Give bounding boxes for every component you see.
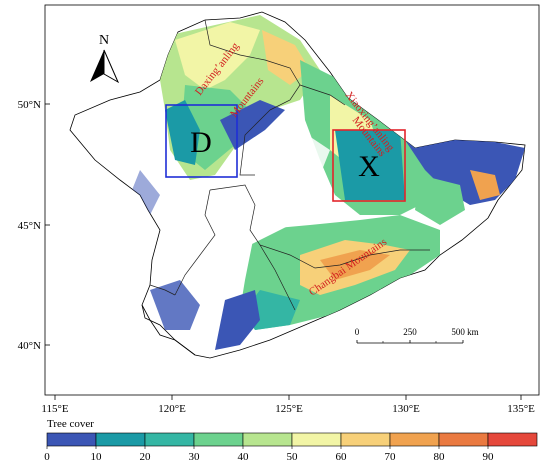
legend-swatch (389, 432, 440, 447)
legend-tick-label: 30 (189, 451, 201, 463)
lon-label-125: 125°E (275, 403, 303, 415)
legend-color-bar (46, 432, 538, 447)
lon-label-115: 115°E (41, 403, 68, 415)
lat-label-45: 45°N (18, 220, 41, 232)
north-arrow-left-icon (90, 50, 104, 82)
tree-cover-legend: Tree cover 0 10 20 30 40 50 60 70 80 90 (44, 418, 538, 463)
legend-title: Tree cover (47, 418, 94, 430)
legend-tick-label: 50 (287, 451, 299, 463)
legend-ticks: 0 10 20 30 40 50 60 70 80 90 (44, 446, 494, 463)
legend-swatch (95, 432, 146, 447)
region-box-d (165, 104, 238, 178)
scale-tick-250: 250 (403, 327, 417, 337)
north-label: N (99, 33, 109, 48)
legend-swatch (144, 432, 195, 447)
longitude-axis: 115°E 120°E 125°E 130°E 135°E (41, 395, 535, 415)
tree-cover-raster (80, 15, 525, 350)
lon-label-130: 130°E (392, 403, 420, 415)
province-boundaries (149, 19, 430, 311)
north-arrow-right-icon (103, 49, 120, 84)
legend-swatch (438, 432, 489, 447)
legend-swatch (242, 432, 293, 447)
legend-tick-label: 40 (238, 451, 250, 463)
legend-tick-label: 20 (140, 451, 152, 463)
north-arrow: N (90, 33, 120, 84)
lon-label-120: 120°E (158, 403, 186, 415)
legend-tick-label: 90 (483, 451, 495, 463)
region-box-x (332, 129, 406, 202)
legend-tick-label: 80 (434, 451, 446, 463)
legend-swatch (46, 432, 97, 447)
lat-label-50: 50°N (18, 99, 41, 111)
latitude-axis: 50°N 45°N 40°N (18, 99, 50, 352)
lon-label-135: 135°E (507, 403, 535, 415)
lat-label-40: 40°N (18, 340, 41, 352)
legend-swatch (487, 432, 538, 447)
scale-bar: 0 250 500 km (355, 327, 479, 344)
scale-tick-500: 500 km (451, 327, 478, 337)
legend-tick-label: 70 (385, 451, 397, 463)
scale-tick-0: 0 (355, 327, 360, 337)
region-label-d: D (190, 126, 212, 159)
legend-swatch (340, 432, 391, 447)
legend-tick-label: 60 (336, 451, 348, 463)
coastline (141, 304, 196, 356)
legend-swatch (193, 432, 244, 447)
legend-swatch (291, 432, 342, 447)
region-label-x: X (358, 150, 380, 183)
legend-tick-label: 0 (44, 451, 50, 463)
legend-tick-label: 10 (91, 451, 103, 463)
